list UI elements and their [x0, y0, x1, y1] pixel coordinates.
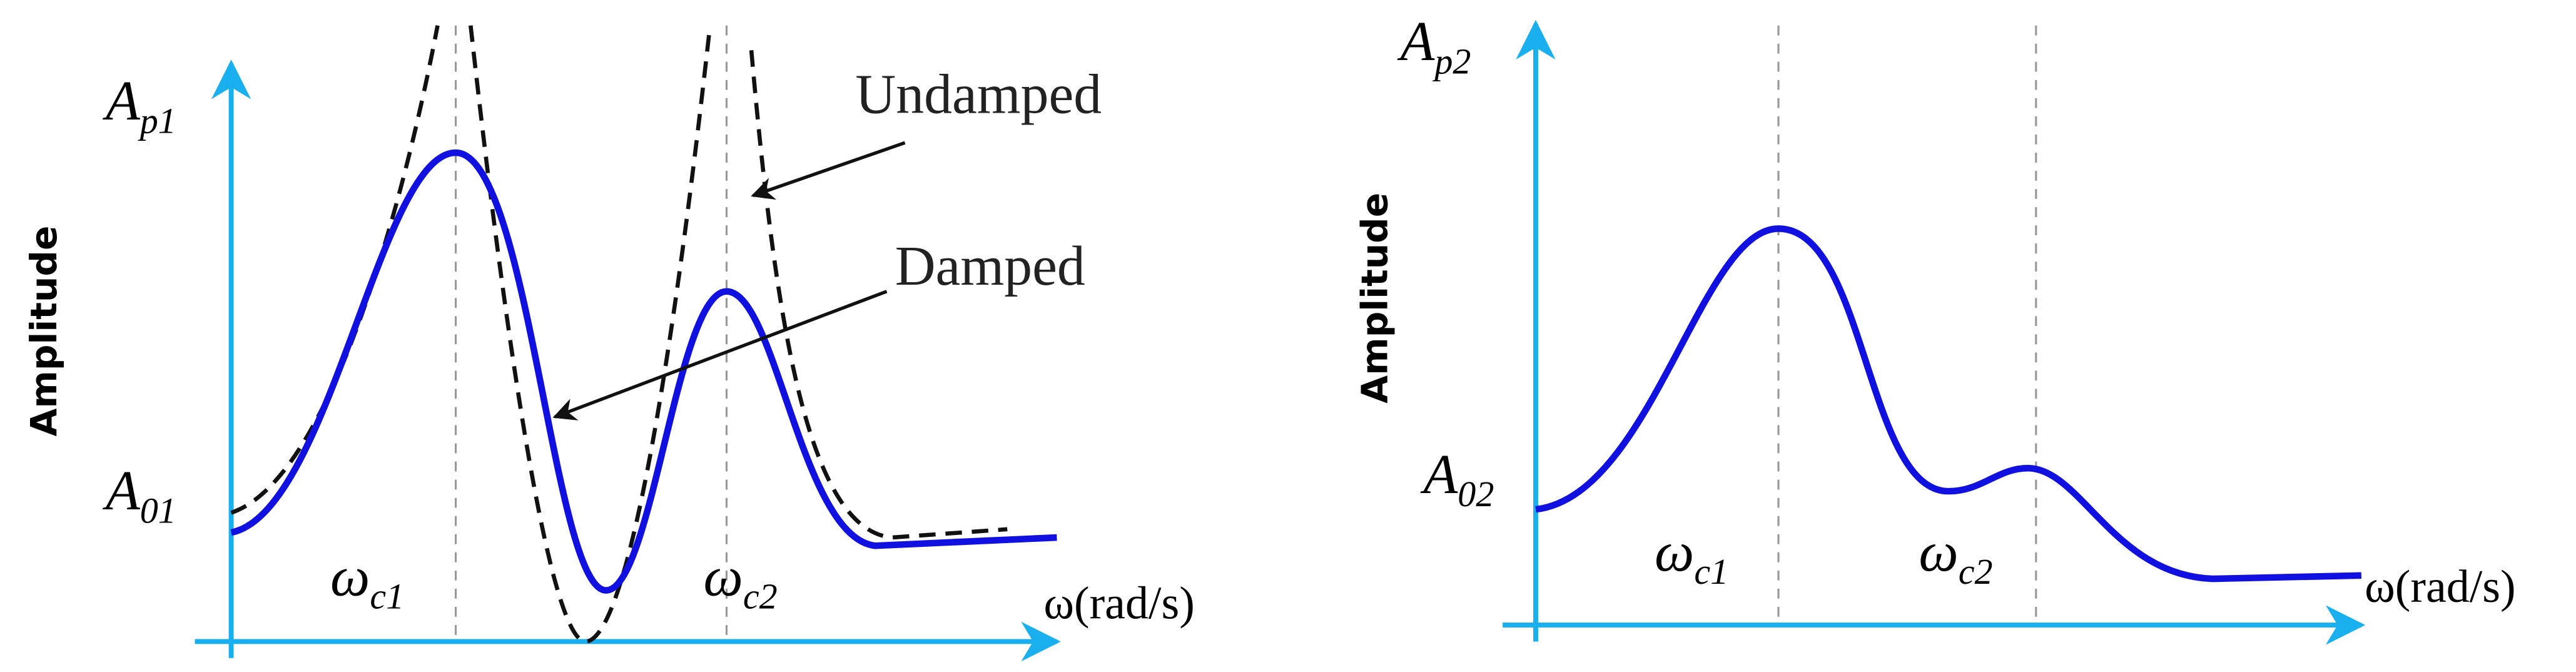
x-label: ω(rad/s) [2365, 561, 2516, 612]
damped-curve [230, 149, 1057, 594]
undamped-curve [230, 25, 1008, 644]
freq-label: ωc1 [330, 546, 404, 616]
annotation: Undamped [855, 64, 1102, 126]
y-label: Amplitude [1353, 193, 1396, 404]
response-curve [1535, 225, 2361, 583]
freq-label: ωc1 [1655, 521, 1728, 592]
y-label: Amplitude [23, 226, 65, 437]
freq-label: ωc2 [704, 546, 778, 616]
arrow [751, 141, 906, 200]
freq-label: ωc2 [1919, 521, 1992, 592]
annotation: Damped [895, 235, 1085, 297]
left-panel: Amplitude Ap1 A01 ωc1 ωc2 ω(rad/s) Undam… [23, 25, 1195, 662]
peak-label: Ap1 [103, 70, 176, 141]
base-label: A02 [1420, 444, 1494, 514]
right-panel: Amplitude Ap2 A02 ωc1 ωc2 ω(rad/s) [1353, 11, 2516, 645]
peak-label: Ap2 [1397, 11, 1471, 81]
base-label: A01 [103, 460, 176, 531]
x-label: ω(rad/s) [1043, 577, 1195, 628]
arrow [552, 290, 888, 420]
